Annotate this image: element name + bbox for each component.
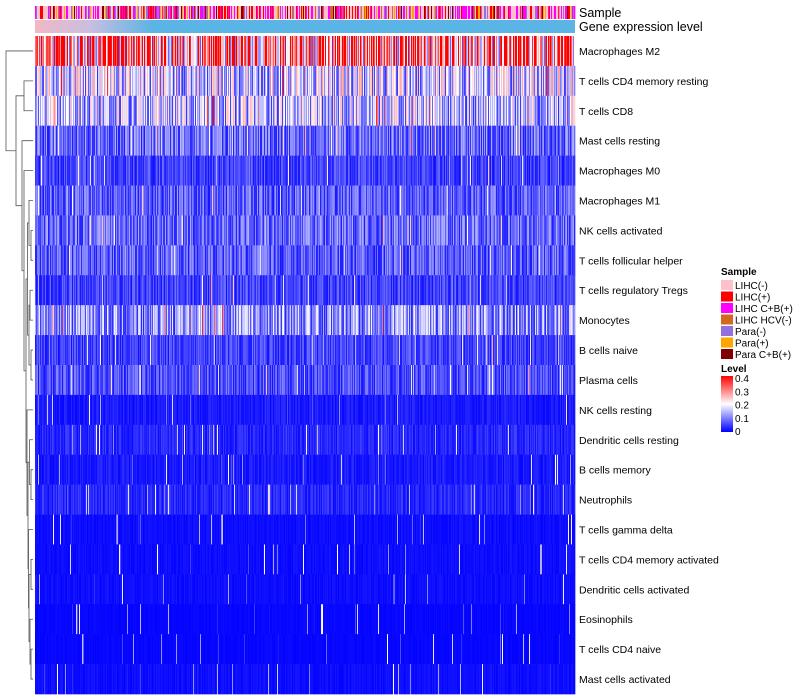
heatmap-row [35, 514, 576, 545]
legend-level-tick: 0.2 [735, 401, 749, 412]
legend-swatch [721, 280, 733, 290]
heatmap-row [35, 245, 576, 276]
legend-entry-label: LIHC HCV(-) [735, 316, 792, 327]
legend-swatch [721, 349, 733, 359]
heatmap-row [35, 305, 576, 336]
legend-entry-label: Para C+B(+) [735, 350, 791, 361]
heatmap-row [35, 95, 576, 127]
legend-level-ticks: 0.4 0.3 0.2 0.1 0 [735, 374, 749, 438]
row-labels: Macrophages M2 T cells CD4 memory resting… [579, 46, 719, 686]
heatmap-row [35, 394, 576, 426]
legend-swatch [721, 326, 733, 336]
sample-annotation-track [35, 6, 576, 19]
row-label: T cells follicular helper [579, 255, 683, 267]
heatmap-row [35, 275, 576, 306]
gene-expression-annotation-track [35, 20, 575, 33]
heatmap-row [35, 574, 576, 605]
legend-swatch [721, 291, 733, 302]
heatmap-row [35, 36, 576, 67]
row-label: Macrophages M2 [579, 46, 660, 58]
heatmap-row [35, 365, 576, 396]
row-dendrogram [5, 50, 33, 680]
row-label: Eosinophils [579, 614, 633, 626]
legend-entry-label: LIHC(-) [735, 281, 768, 292]
sample-track-label: Sample [579, 6, 621, 20]
legend-level-tick: 0 [735, 427, 741, 438]
row-label: Dendritic cells resting [579, 435, 679, 447]
legend-swatch [721, 303, 733, 313]
legend-sample-title: Sample [721, 267, 757, 278]
row-label: B cells naive [579, 345, 638, 357]
row-label: Mast cells activated [579, 674, 671, 686]
row-label: T cells CD4 naive [579, 644, 661, 656]
heatmap-cells [35, 36, 576, 695]
heatmap-row [35, 215, 576, 246]
heatmap-row [35, 125, 576, 156]
heatmap-row [35, 335, 576, 366]
row-label: T cells CD4 memory activated [579, 554, 719, 566]
heatmap-row [35, 185, 576, 216]
row-label: T cells CD4 memory resting [579, 76, 708, 88]
row-label: NK cells activated [579, 225, 663, 237]
legend-entry-label: LIHC(+) [735, 293, 770, 304]
row-label: Mast cells resting [579, 136, 660, 148]
row-label: T cells regulatory Tregs [579, 285, 688, 297]
row-label: B cells memory [579, 465, 652, 477]
row-label: Macrophages M0 [579, 166, 660, 178]
row-label: Macrophages M1 [579, 196, 660, 208]
legend-level-tick: 0.4 [735, 374, 749, 385]
gene-expression-track-label: Gene expression level [579, 20, 703, 34]
heatmap-row [35, 484, 576, 515]
row-label: NK cells resting [579, 405, 652, 417]
legend-swatch [721, 337, 733, 348]
heatmap-row [35, 155, 576, 186]
legend-level-title: Level [721, 364, 747, 375]
row-label: Dendritic cells activated [579, 584, 689, 596]
legend-sample-entries: LIHC(-)LIHC(+)LIHC C+B(+)LIHC HCV(-)Para… [721, 280, 793, 361]
legend-entry-label: LIHC C+B(+) [735, 304, 793, 315]
legend-level-tick: 0.3 [735, 387, 749, 398]
level-colorbar [721, 376, 733, 432]
row-label: Neutrophils [579, 495, 632, 507]
heatmap-row [35, 634, 576, 665]
heatmap-row [35, 424, 576, 456]
heatmap-row [35, 65, 576, 97]
heatmap-row [35, 664, 576, 695]
heatmap-row [35, 604, 576, 635]
heatmap-row [35, 454, 576, 485]
row-label: Plasma cells [579, 375, 638, 387]
legend: Sample LIHC(-)LIHC(+)LIHC C+B(+)LIHC HCV… [721, 267, 793, 438]
row-label: T cells CD8 [579, 106, 633, 118]
legend-level-tick: 0.1 [735, 414, 749, 425]
legend-swatch [721, 314, 733, 325]
row-label: Monocytes [579, 315, 630, 327]
row-label: T cells gamma delta [579, 525, 673, 537]
heatmap-row [35, 544, 576, 575]
legend-entry-label: Para(-) [735, 327, 766, 338]
legend-entry-label: Para(+) [735, 339, 769, 350]
